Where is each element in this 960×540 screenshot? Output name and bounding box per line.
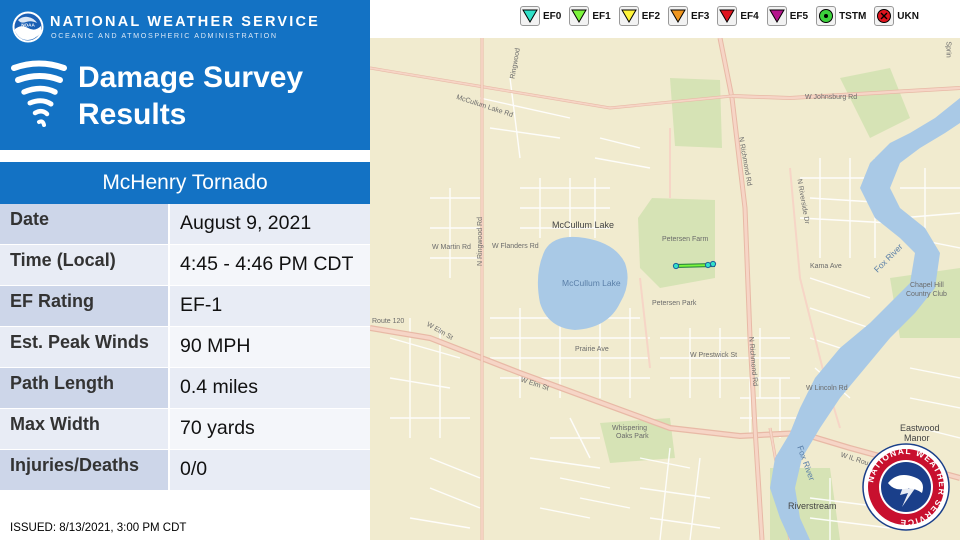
survey-map: McCullum Lake Rd W Johnsburg Rd McCullum… [370, 38, 960, 540]
nws-seal-logo: NATIONAL WEATHER SERVICE [862, 443, 950, 531]
legend-item-ef3: EF3 [668, 6, 709, 26]
map-label-place: Whispering [612, 425, 648, 432]
details-label: EF Rating [0, 286, 170, 326]
triangle-icon [522, 9, 538, 23]
details-label: Path Length [0, 368, 170, 408]
legend-label: EF1 [592, 10, 611, 22]
map-label-road: N Ringwood Rd [477, 216, 485, 267]
details-row-injuries: Injuries/Deaths 0/0 [0, 450, 370, 491]
map-label-place: Country Club [906, 291, 947, 298]
track-end-marker [709, 260, 717, 268]
map-label-road: W Johnsburg Rd [805, 94, 858, 101]
legend-item-ef4: EF4 [717, 6, 759, 26]
map-basemap [370, 38, 960, 540]
details-label: Injuries/Deaths [0, 450, 170, 490]
details-value: 90 MPH [170, 327, 370, 367]
details-row-path-length: Path Length 0.4 miles [0, 368, 370, 409]
map-label-road: W Prestwick St [690, 352, 738, 359]
map-label-road: W Flanders Rd [492, 243, 539, 250]
page-title: Damage Survey Results [78, 59, 303, 133]
map-label-place: Manor [904, 433, 930, 443]
ef-legend: EF0 EF1 EF2 EF3 EF4 EF5 TSTM UKN [520, 5, 927, 27]
details-value: EF-1 [170, 286, 370, 326]
issued-timestamp: ISSUED: 8/13/2021, 3:00 PM CDT [10, 522, 187, 534]
map-label-place: Eastwood [900, 423, 940, 433]
details-table: Date August 9, 2021 Time (Local) 4:45 - … [0, 204, 370, 491]
details-row-ef-rating: EF Rating EF-1 [0, 286, 370, 327]
details-value: 70 yards [170, 409, 370, 449]
map-label-place: Petersen Park [652, 300, 697, 307]
details-value: 4:45 - 4:46 PM CDT [170, 245, 370, 285]
details-value: 0.4 miles [170, 368, 370, 408]
map-label-place: Petersen Farm [662, 236, 709, 243]
details-value: 0/0 [170, 450, 370, 490]
legend-item-ukn: UKN [874, 6, 919, 26]
legend-item-ef0: EF0 [520, 6, 561, 26]
map-label-water: McCullum Lake [562, 278, 621, 288]
legend-label: UKN [897, 10, 919, 22]
title-line-2: Results [78, 98, 187, 131]
map-label-road: Kama Ave [810, 263, 842, 270]
legend-item-tstm: TSTM [816, 6, 866, 26]
details-label: Max Width [0, 409, 170, 449]
map-label-road: W Lincoln Rd [806, 385, 848, 392]
map-label-road: Prairie Ave [575, 346, 609, 353]
legend-label: TSTM [839, 10, 867, 22]
map-label-place: McCullum Lake [552, 220, 615, 230]
triangle-icon [719, 9, 736, 23]
details-label: Date [0, 204, 170, 244]
details-label: Est. Peak Winds [0, 327, 170, 367]
legend-item-ef2: EF2 [618, 6, 661, 26]
legend-item-ef5: EF5 [766, 6, 809, 26]
legend-label: EF0 [543, 10, 562, 22]
mccullum-lake [537, 236, 628, 330]
legend-label: EF2 [641, 10, 661, 22]
noaa-logo-icon: NOAA [12, 11, 44, 43]
details-row-peak-winds: Est. Peak Winds 90 MPH [0, 327, 370, 368]
details-label: Time (Local) [0, 245, 170, 285]
triangle-icon [620, 9, 637, 23]
legend-label: EF4 [740, 10, 759, 22]
triangle-icon [571, 9, 588, 23]
legend-label: EF3 [691, 10, 710, 22]
fox-river [770, 98, 960, 540]
dot-icon [819, 9, 834, 23]
info-panel: NOAA NATIONAL WEATHER SERVICE OCEANIC AN… [0, 0, 370, 540]
map-label-place: Riverstream [788, 501, 837, 511]
track-start-marker [672, 262, 680, 270]
x-circle-icon [877, 9, 892, 23]
title-line-1: Damage Survey [78, 61, 304, 94]
map-label-road: Route 120 [372, 318, 405, 325]
tornado-icon [11, 60, 67, 127]
org-name: NATIONAL WEATHER SERVICE [50, 14, 321, 30]
track-point-marker [704, 261, 712, 269]
svg-text:NOAA: NOAA [21, 23, 35, 28]
map-label-road: Sprin [944, 41, 952, 58]
legend-label: EF5 [789, 10, 809, 22]
nws-header: NOAA NATIONAL WEATHER SERVICE OCEANIC AN… [0, 0, 370, 150]
details-value: August 9, 2021 [170, 204, 370, 244]
triangle-icon [670, 9, 686, 23]
triangle-icon [768, 9, 785, 23]
event-name: McHenry Tornado [0, 162, 370, 204]
map-label-road: W Martin Rd [432, 244, 471, 251]
map-label-place: Chapel Hill [910, 282, 944, 289]
org-subtitle: OCEANIC AND ATMOSPHERIC ADMINISTRATION [51, 31, 278, 40]
details-row-time: Time (Local) 4:45 - 4:46 PM CDT [0, 245, 370, 286]
map-label-place: Oaks Park [616, 433, 649, 440]
legend-item-ef1: EF1 [569, 6, 611, 26]
details-row-date: Date August 9, 2021 [0, 204, 370, 245]
details-row-max-width: Max Width 70 yards [0, 409, 370, 450]
